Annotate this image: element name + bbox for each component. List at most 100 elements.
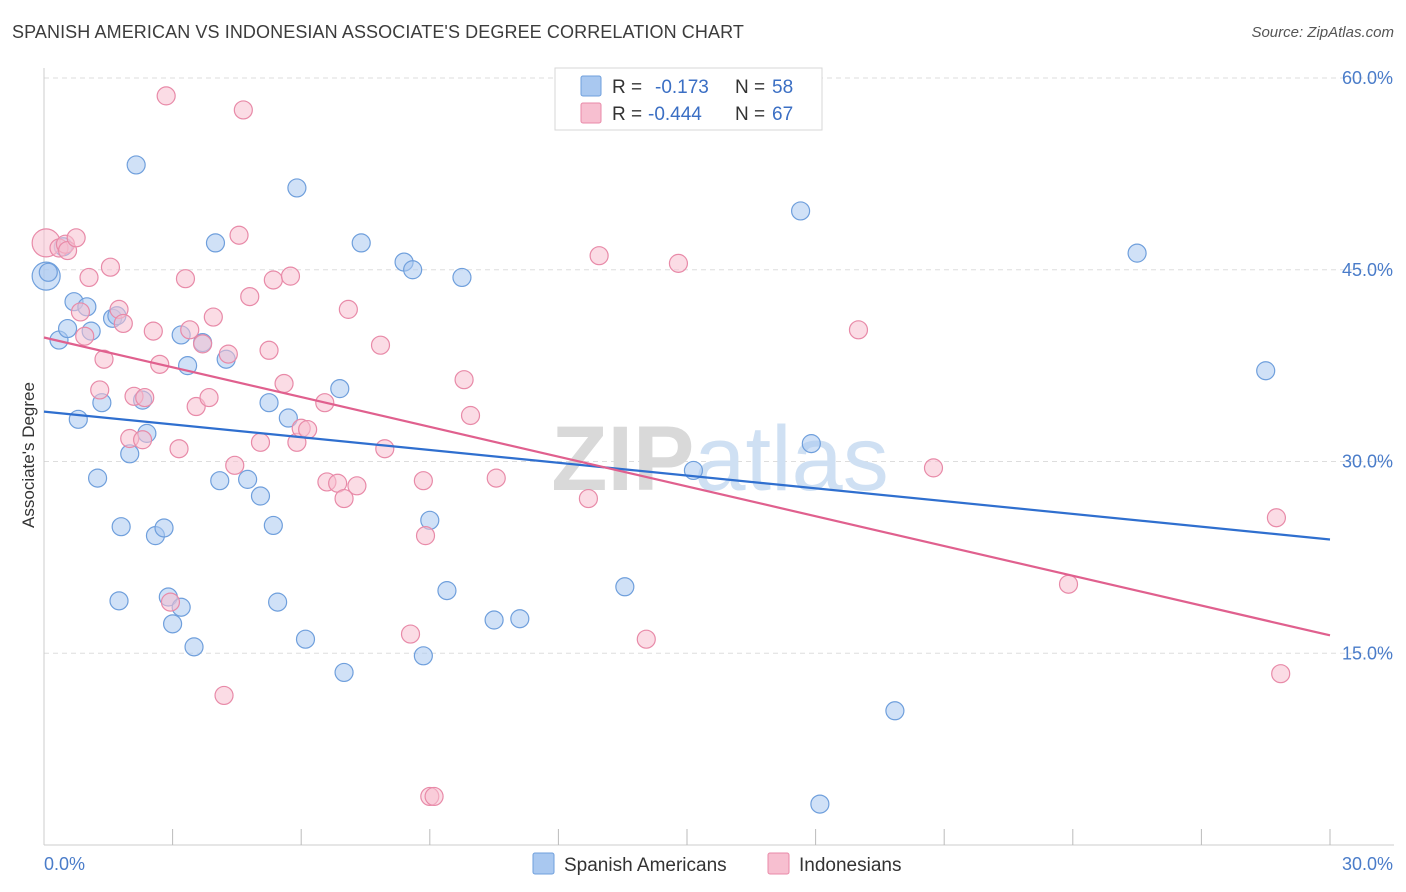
indonesian-point: [298, 419, 318, 440]
indonesian-point: [240, 286, 260, 307]
indonesian-point: [636, 629, 656, 649]
indonesian-point: [199, 387, 219, 408]
stats-r-value-pink: -0.444: [648, 104, 702, 125]
indonesian-point: [848, 320, 869, 340]
indonesian-point: [424, 786, 444, 807]
legend-label-indonesians: Indonesians: [799, 855, 901, 876]
grid-layer: [44, 77, 1394, 654]
indonesian-point: [250, 432, 271, 452]
indonesian-point: [175, 269, 196, 289]
spanish-american-point: [413, 646, 433, 666]
watermark: ZIPatlas: [551, 408, 888, 510]
indonesian-point: [233, 100, 253, 120]
spanish-american-point: [484, 610, 504, 630]
indonesian-point: [193, 334, 213, 354]
spanish-american-point: [126, 155, 146, 175]
indonesian-point: [338, 299, 358, 319]
spanish-american-point: [437, 581, 457, 601]
spanish-american-point: [205, 233, 226, 253]
trend-layer: [43, 336, 1331, 637]
indonesian-point: [70, 302, 91, 322]
spanish-american-point: [801, 434, 821, 454]
indonesian-point: [578, 488, 599, 509]
stats-r-label-pink: R =: [612, 104, 642, 125]
indonesian-point: [160, 592, 181, 612]
indonesian-point: [90, 380, 110, 400]
y-axis-title: Associate's Degree: [19, 382, 38, 528]
chart-title: SPANISH AMERICAN VS INDONESIAN ASSOCIATE…: [12, 22, 744, 42]
indonesian-point: [454, 370, 474, 390]
spanish-american-point: [885, 701, 905, 721]
spanish-american-point: [111, 517, 131, 537]
indonesian-point: [668, 253, 689, 273]
spanish-american-point: [250, 486, 271, 506]
spanish-american-point: [615, 577, 635, 597]
indonesian-point: [375, 439, 395, 459]
spanish-american-point: [57, 318, 78, 339]
series-legend: Spanish Americans Indonesians: [532, 852, 901, 876]
source-credit: Source: ZipAtlas.com: [1251, 24, 1394, 41]
x-tick-label: 30.0%: [1342, 854, 1393, 874]
legend-swatch-spanish-americans: [532, 852, 555, 875]
indonesian-point: [135, 387, 155, 408]
indonesian-point: [66, 228, 86, 248]
spanish-american-point: [163, 614, 183, 634]
indonesian-point: [1058, 574, 1079, 594]
indonesian-point: [280, 266, 301, 286]
spanish-americans-trendline: [43, 410, 1331, 541]
stats-n-label-pink: N =: [735, 104, 765, 125]
indonesian-point: [400, 624, 421, 644]
indonesian-point: [75, 326, 95, 346]
indonesian-point: [415, 526, 436, 546]
spanish-american-point: [1256, 361, 1276, 381]
indonesian-point: [413, 471, 433, 491]
stats-n-label-blue: N =: [735, 77, 765, 98]
indonesian-point: [229, 225, 249, 245]
stats-n-value-blue: 58: [772, 77, 793, 98]
spanish-american-point: [330, 379, 350, 399]
spanish-american-point: [810, 794, 830, 814]
spanish-american-point: [351, 233, 371, 253]
indonesian-point: [347, 476, 367, 496]
spanish-american-point: [184, 637, 204, 657]
indonesian-point: [923, 458, 944, 478]
spanish-american-point: [334, 662, 354, 683]
indonesian-point: [113, 313, 133, 334]
indonesian-point: [169, 439, 189, 459]
indonesian-point: [156, 86, 176, 106]
stats-n-value-pink: 67: [772, 104, 793, 125]
spanish-american-point: [403, 260, 423, 280]
indonesians-trendline: [43, 336, 1331, 637]
indonesian-point: [334, 488, 354, 509]
spanish-american-point: [259, 393, 279, 413]
spanish-american-point: [268, 592, 288, 612]
spanish-american-point: [452, 267, 472, 288]
spanish-american-point: [238, 469, 258, 489]
spanish-american-point: [87, 468, 108, 488]
indonesian-point: [1271, 664, 1291, 684]
stats-swatch-pink: [580, 102, 602, 124]
indonesian-point: [218, 344, 238, 364]
legend-swatch-indonesians: [767, 852, 790, 875]
y-tick-label: 15.0%: [1342, 643, 1393, 663]
spanish-american-point: [210, 471, 230, 491]
indonesian-point: [132, 430, 153, 450]
indonesian-point: [143, 321, 163, 341]
spanish-american-point: [510, 609, 530, 629]
indonesian-point: [1266, 508, 1287, 528]
indonesian-point: [94, 349, 114, 369]
indonesian-point: [100, 257, 121, 277]
indonesian-point: [180, 320, 200, 340]
stats-r-value-blue: -0.173: [655, 77, 709, 98]
y-tick-label: 45.0%: [1342, 260, 1393, 280]
stats-legend: R = -0.173 N = 58 R = -0.444 N = 67: [554, 67, 823, 131]
indonesian-point: [589, 246, 609, 266]
stats-r-label-blue: R =: [612, 77, 642, 98]
indonesian-point: [486, 468, 506, 488]
indonesian-point: [460, 405, 481, 426]
indonesian-point: [225, 455, 245, 475]
legend-label-spanish-americans: Spanish Americans: [564, 855, 727, 876]
indonesian-point: [203, 307, 223, 327]
axes-layer: 15.0% 30.0% 45.0% 60.0% 0.0% 30.0%: [43, 68, 1394, 874]
